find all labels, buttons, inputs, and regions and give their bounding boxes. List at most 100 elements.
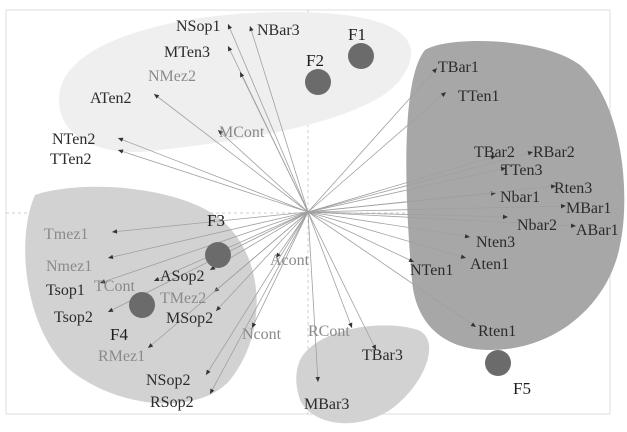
factor-marker-f5: [485, 350, 511, 376]
ray-tbar3: [307, 211, 377, 351]
arrowhead-mbar3: [315, 376, 320, 382]
label-tbar3: TBar3: [362, 347, 403, 364]
label-rsop2: RSop2: [150, 394, 194, 411]
label-ncont: Ncont: [242, 326, 282, 343]
ray-nten1: [307, 211, 415, 263]
arrowhead-tmez1: [112, 229, 118, 234]
factor-marker-f3: [205, 242, 231, 268]
label-nmez1: Nmez1: [46, 258, 92, 275]
ray-abar1: [307, 211, 577, 227]
arrowhead-tten2: [118, 149, 124, 154]
arrowhead-rcont: [348, 322, 353, 328]
factor-marker-f4: [129, 292, 155, 318]
label-rbar2: RBar2: [533, 144, 575, 161]
arrowhead-rten3: [550, 184, 556, 189]
ray-nbar2: [307, 211, 509, 218]
ray-nbar3: [249, 25, 309, 213]
label-rten3: Rten3: [554, 180, 592, 197]
arrowhead-abar1: [570, 223, 576, 228]
arrowhead-nten2: [118, 137, 124, 142]
label-nten3: Nten3: [476, 234, 515, 251]
arrowhead-tbar1: [432, 68, 437, 74]
ray-ncont: [251, 211, 309, 329]
ray-mbar1: [307, 205, 567, 213]
ray-rsop2: [209, 211, 309, 395]
arrowhead-acont: [276, 252, 281, 258]
label-tten1: TTen1: [458, 88, 500, 105]
ray-acont: [275, 211, 309, 259]
arrowhead-aten1: [460, 254, 466, 259]
arrowhead-tsop1: [100, 279, 106, 284]
label-aten2: ATen2: [90, 90, 132, 107]
cluster-upper-left: [58, 11, 412, 152]
ray-rcont: [307, 211, 353, 329]
variable-labels: NSop1 NBar3 MTen3 NMez2 ATen2 MCont NTen2 TTen2…: [44, 18, 619, 413]
label-rcont: RCont: [308, 323, 350, 340]
ray-tcont: [153, 211, 309, 282]
label-mcont: MCont: [219, 124, 265, 141]
label-nbar3: NBar3: [257, 22, 300, 39]
factor-label-f2: F2: [306, 51, 324, 70]
arrowhead-nbar2: [502, 214, 508, 220]
arrowhead-asop2: [210, 265, 216, 270]
arrowhead-tsop2: [108, 307, 114, 312]
arrowhead-nmez1: [108, 254, 114, 260]
ray-tbar1: [307, 67, 438, 213]
arrowhead-rbar2: [527, 151, 533, 156]
arrowhead-mten3: [228, 46, 233, 52]
factor-markers: F1 F2 F3 F4 F5: [110, 25, 531, 398]
ray-nsop1: [227, 23, 309, 213]
arrowhead-nten3: [464, 234, 470, 239]
ray-tsop1: [99, 211, 309, 284]
ray-tbar2: [307, 155, 497, 213]
ray-tten3: [307, 167, 507, 213]
ray-tten2: [117, 149, 309, 213]
factor-label-f3: F3: [207, 211, 225, 230]
label-tsop1: Tsop1: [46, 282, 85, 299]
arrowhead-tten3: [500, 166, 506, 172]
ray-rbar2: [307, 151, 534, 213]
label-tmez2: TMez2: [160, 290, 206, 307]
ray-nmez2: [239, 71, 309, 213]
label-acont: Acont: [270, 252, 310, 269]
arrowhead-tcont: [154, 276, 160, 281]
ray-aten1: [307, 211, 467, 259]
arrowhead-rmez1: [148, 343, 154, 348]
arrowhead-nten1: [408, 257, 414, 262]
arrowhead-rten1: [470, 322, 476, 327]
factor-label-f1: F1: [348, 25, 366, 44]
label-tten2: TTen2: [50, 151, 92, 168]
ray-aten2: [153, 93, 309, 213]
label-aten1: Aten1: [470, 256, 509, 273]
label-tcont: TCont: [94, 278, 135, 295]
ray-tten1: [307, 91, 447, 213]
label-mbar3: MBar3: [304, 396, 349, 413]
arrowhead-aten2: [154, 94, 160, 99]
cluster-right: [406, 41, 625, 351]
loading-rays: [99, 23, 577, 395]
ray-nten2: [117, 137, 309, 213]
factor-marker-f1: [348, 43, 374, 69]
label-nsop2: NSop2: [146, 372, 190, 389]
arrowhead-msop2: [216, 305, 222, 311]
label-tbar1: TBar1: [438, 59, 479, 76]
ray-rmez1: [147, 211, 309, 349]
arrowhead-mbar1: [560, 203, 566, 209]
label-tbar2: TBar2: [474, 144, 515, 161]
label-tmez1: Tmez1: [44, 226, 88, 243]
ray-msop2: [215, 211, 309, 312]
label-nsop1: NSop1: [176, 18, 220, 35]
cluster-bottom: [296, 325, 430, 424]
arrowhead-tbar3: [371, 344, 376, 350]
label-rmez1: RMez1: [98, 348, 145, 365]
label-tten3: TTen3: [501, 162, 543, 179]
ray-nmez1: [107, 211, 309, 259]
label-nten1: NTen1: [410, 262, 453, 279]
factor-label-f5: F5: [513, 379, 531, 398]
ray-nten3: [307, 211, 471, 238]
ray-mcont: [217, 129, 309, 213]
label-mbar1: MBar1: [566, 200, 611, 217]
label-nbar1: Nbar1: [500, 189, 540, 206]
